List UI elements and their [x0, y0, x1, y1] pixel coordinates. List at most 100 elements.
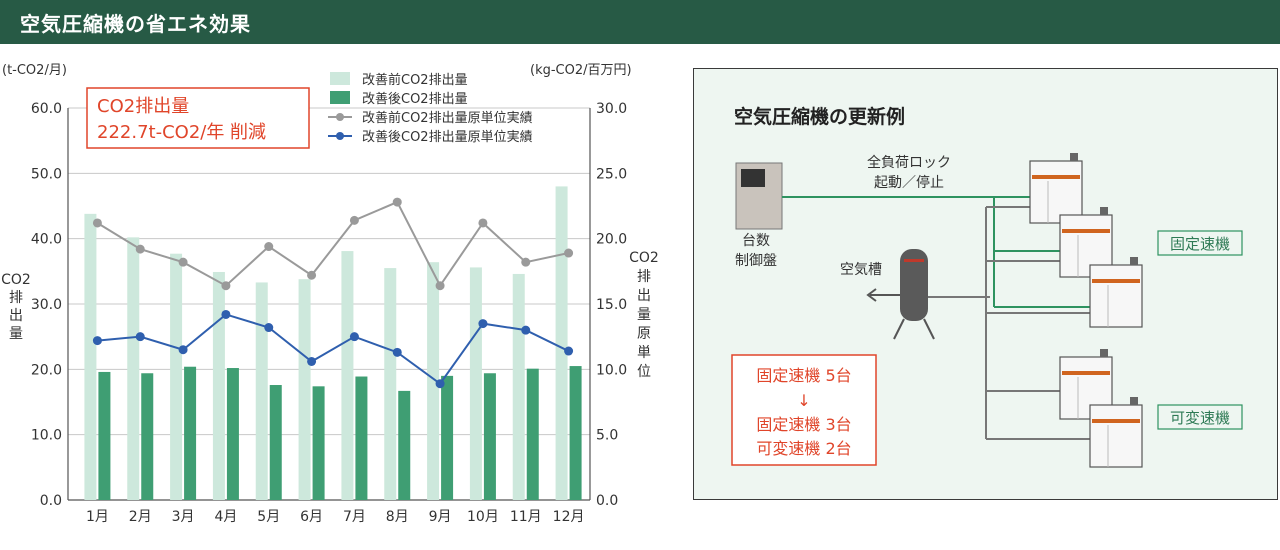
- example-title: 空気圧縮機の更新例: [734, 105, 905, 128]
- right-axis-label-char: 出: [637, 288, 651, 304]
- bar-before-5: [255, 282, 268, 500]
- x-tick-label: 9月: [429, 509, 452, 525]
- bar-before-2: [127, 237, 140, 501]
- point-after-12: [564, 346, 574, 356]
- legend-label: 改善後CO2排出量: [362, 91, 468, 107]
- point-after-7: [349, 332, 359, 342]
- right-axis-unit: (kg-CO2/百万円): [530, 63, 632, 78]
- point-before-11: [521, 257, 531, 267]
- reduction-callout-line1: CO2排出量: [97, 96, 189, 117]
- x-tick-label: 7月: [343, 509, 366, 525]
- point-before-5: [264, 242, 274, 252]
- left-axis-label-char: 出: [9, 308, 23, 324]
- legend-label: 改善前CO2排出量原単位実績: [362, 110, 533, 126]
- controller-label-2: 制御盤: [735, 253, 777, 269]
- bar-after-9: [441, 375, 454, 500]
- x-tick-label: 1月: [86, 509, 109, 525]
- x-tick-label: 12月: [553, 509, 585, 525]
- x-tick-label: 3月: [172, 509, 195, 525]
- right-tick-label: 10.0: [596, 362, 627, 378]
- x-tick-label: 8月: [386, 509, 409, 525]
- change-after-variable: 可変速機 2台: [756, 439, 851, 458]
- compressor-vent: [1100, 207, 1108, 215]
- compressor-example-panel: 空気圧縮機の更新例 台数 制御盤 全負荷ロック 起動／停止 空気槽 固定速機 可変速機 固定速機…: [693, 68, 1278, 500]
- point-before-9: [435, 281, 445, 291]
- compressor-vent: [1130, 257, 1138, 265]
- air-tank-label-plate: [904, 259, 924, 262]
- legend-marker: [336, 113, 344, 121]
- variable-compressor-2: [1089, 397, 1143, 468]
- variable-speed-tag: [1157, 404, 1243, 430]
- fixed-speed-label: 固定速機: [1170, 235, 1230, 253]
- x-tick-label: 4月: [214, 509, 237, 525]
- point-before-3: [178, 257, 188, 267]
- point-before-4: [221, 281, 231, 291]
- variable-speed-label: 可変速機: [1170, 409, 1230, 427]
- command-label-1: 全負荷ロック: [867, 154, 951, 171]
- x-tick-label: 5月: [257, 509, 280, 525]
- right-axis-label-char: 原: [637, 326, 651, 342]
- bar-after-2: [141, 373, 154, 500]
- left-axis-label-char: CO2: [1, 272, 31, 288]
- fixed-speed-tag: [1157, 230, 1243, 256]
- air-tank-label: 空気槽: [840, 262, 882, 278]
- x-tick-label: 11月: [510, 509, 542, 525]
- bar-before-7: [341, 251, 354, 500]
- point-after-5: [264, 323, 274, 333]
- compressor-stripe: [1092, 279, 1140, 283]
- point-after-3: [178, 345, 188, 355]
- x-tick-label: 6月: [300, 509, 323, 525]
- change-summary-box: [731, 354, 877, 466]
- air-outlet-arrow: [866, 288, 877, 302]
- fixed-compressor-1: [1029, 153, 1083, 224]
- bar-before-9: [427, 262, 440, 500]
- reduction-callout-box: [86, 87, 310, 149]
- bar-before-10: [469, 267, 482, 500]
- x-tick-label: 10月: [467, 509, 499, 525]
- point-before-8: [392, 197, 402, 207]
- left-tick-label: 20.0: [31, 362, 62, 378]
- bar-after-3: [184, 366, 197, 500]
- x-tick-label: 2月: [129, 509, 152, 525]
- point-before-7: [349, 215, 359, 225]
- left-tick-label: 0.0: [40, 493, 62, 509]
- legend-swatch: [330, 91, 350, 104]
- compressor-stripe: [1032, 175, 1080, 179]
- right-axis-label-char: 単: [637, 345, 651, 361]
- legend-marker: [336, 132, 344, 140]
- right-axis-label-char: 位: [637, 364, 651, 380]
- left-tick-label: 30.0: [31, 297, 62, 313]
- header-bar: 空気圧縮機の省エネ効果: [0, 0, 1280, 44]
- air-tank-leg: [923, 318, 935, 340]
- page-title: 空気圧縮機の省エネ効果: [20, 12, 251, 36]
- point-before-12: [564, 248, 574, 258]
- point-before-6: [307, 270, 317, 280]
- line-after-intensity: [97, 313, 570, 386]
- bar-before-6: [298, 279, 311, 500]
- co2-chart: 0.0 10.0 20.0 30.0 40.0 50.0 60.0 0.0 5.0 10.0 15.…: [1, 63, 659, 525]
- left-tick-label: 40.0: [31, 232, 62, 248]
- point-after-10: [478, 319, 488, 329]
- legend-label: 改善前CO2排出量: [362, 72, 468, 88]
- legend-label: 改善後CO2排出量原単位実績: [362, 129, 533, 145]
- bar-after-1: [98, 371, 111, 500]
- point-after-1: [92, 336, 102, 346]
- bar-before-11: [512, 273, 525, 500]
- left-axis-unit: (t-CO2/月): [2, 63, 67, 78]
- point-before-10: [478, 218, 488, 228]
- compressor-vent: [1070, 153, 1078, 161]
- right-tick-label: 30.0: [596, 101, 627, 117]
- compressor-body: [1029, 160, 1083, 224]
- left-axis-label-char: 排: [9, 290, 23, 306]
- left-tick-label: 10.0: [31, 428, 62, 444]
- bar-after-8: [398, 390, 411, 500]
- bar-after-6: [312, 386, 325, 500]
- bar-before-3: [170, 253, 183, 500]
- right-tick-label: 0.0: [596, 493, 618, 509]
- point-after-4: [221, 309, 231, 319]
- right-axis-label-char: 排: [637, 269, 651, 285]
- point-after-9: [435, 379, 445, 389]
- compressor-stripe: [1062, 371, 1110, 375]
- right-tick-label: 20.0: [596, 232, 627, 248]
